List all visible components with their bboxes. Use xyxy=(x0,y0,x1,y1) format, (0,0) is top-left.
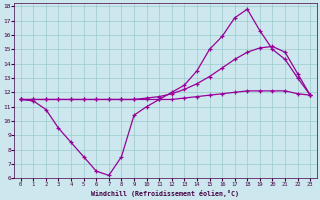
X-axis label: Windchill (Refroidissement éolien,°C): Windchill (Refroidissement éolien,°C) xyxy=(92,190,239,197)
